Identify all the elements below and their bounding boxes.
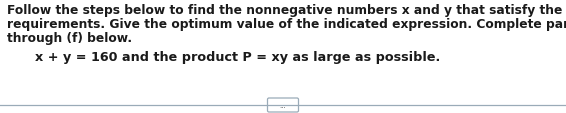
Text: Follow the steps below to find the nonnegative numbers x and y that satisfy the : Follow the steps below to find the nonne… <box>7 4 566 17</box>
Text: x + y = 160 and the product P = xy as large as possible.: x + y = 160 and the product P = xy as la… <box>35 51 440 63</box>
Text: requirements. Give the optimum value of the indicated expression. Complete parts: requirements. Give the optimum value of … <box>7 18 566 31</box>
Text: through (f) below.: through (f) below. <box>7 32 132 45</box>
FancyBboxPatch shape <box>268 98 298 112</box>
Text: ...: ... <box>280 102 286 108</box>
